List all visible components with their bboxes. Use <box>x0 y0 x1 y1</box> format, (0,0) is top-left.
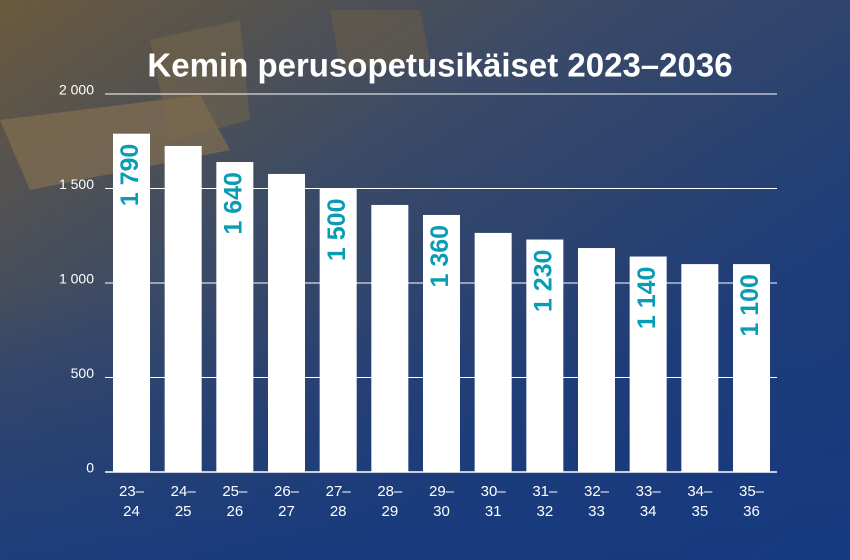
x-tick-label: 24– 25 <box>171 483 197 520</box>
x-tick-line: 24– <box>171 483 197 500</box>
y-tick-label: 0 <box>86 460 94 476</box>
y-tick-label: 1 500 <box>59 176 94 192</box>
x-tick-label: 26– 27 <box>274 483 300 520</box>
x-tick-line: 29– <box>429 483 455 500</box>
y-tick-label: 2 000 <box>59 82 94 98</box>
x-tick-line: 36 <box>743 503 760 520</box>
x-tick-line: 25 <box>175 503 192 520</box>
x-tick-label: 27– 28 <box>326 483 352 520</box>
x-tick-line: 28 <box>330 503 347 520</box>
bar <box>371 204 409 472</box>
bar <box>733 264 770 472</box>
y-tick-label: 500 <box>71 365 95 381</box>
x-tick-line: 28– <box>377 483 403 500</box>
y-tick-label: 1 000 <box>59 271 94 287</box>
chair-shape <box>150 20 250 140</box>
bar <box>629 256 667 472</box>
x-tick-line: 32– <box>584 483 610 500</box>
x-tick-line: 33 <box>588 503 605 520</box>
x-tick-line: 30– <box>481 483 507 500</box>
x-tick-line: 26– <box>274 483 300 500</box>
x-tick-line: 26 <box>226 503 243 520</box>
x-tick-label: 28– 29 <box>377 483 403 520</box>
bar <box>578 248 615 472</box>
x-tick-label: 31– 32 <box>532 483 558 520</box>
x-tick-line: 33– <box>636 483 662 500</box>
x-tick-line: 32 <box>536 503 553 520</box>
x-tick-line: 34 <box>640 503 657 520</box>
x-tick-line: 31 <box>485 503 502 520</box>
x-tick-label: 25– 26 <box>222 483 248 520</box>
bar <box>216 162 254 473</box>
x-tick-line: 25– <box>222 483 248 500</box>
x-tick-label: 23– 24 <box>119 483 145 520</box>
value-label: 1 100 <box>736 274 764 337</box>
x-tick-line: 23– <box>119 483 145 500</box>
value-label: 1 140 <box>633 267 661 330</box>
bar <box>268 173 305 472</box>
x-tick-line: 35 <box>691 503 708 520</box>
bar <box>526 239 564 472</box>
x-tick-label: 34– 35 <box>687 483 713 520</box>
chart-title: Kemin perusopetusikäiset 2023–2036 <box>147 47 732 84</box>
chair-shape <box>330 10 430 70</box>
bar <box>319 188 357 472</box>
value-label: 1 640 <box>219 172 247 235</box>
bar <box>474 232 512 472</box>
x-tick-line: 34– <box>687 483 713 500</box>
x-tick-label: 29– 30 <box>429 483 455 520</box>
bar <box>164 145 202 472</box>
x-tick-line: 24 <box>123 503 140 520</box>
x-tick-label: 33– 34 <box>636 483 662 520</box>
x-tick-line: 31– <box>532 483 558 500</box>
value-label: 1 500 <box>323 199 351 262</box>
bar <box>423 214 460 472</box>
x-tick-label: 30– 31 <box>481 483 507 520</box>
x-tick-line: 30 <box>433 503 450 520</box>
bar <box>113 133 150 472</box>
x-tick-line: 35– <box>739 483 765 500</box>
bar <box>681 264 719 472</box>
value-label: 1 790 <box>116 144 144 207</box>
value-label: 1 360 <box>426 225 454 288</box>
value-label: 1 230 <box>529 250 557 313</box>
x-tick-label: 35– 36 <box>739 483 765 520</box>
x-tick-line: 29 <box>381 503 398 520</box>
x-tick-line: 27 <box>278 503 295 520</box>
x-tick-label: 32– 33 <box>584 483 610 520</box>
x-tick-line: 27– <box>326 483 352 500</box>
